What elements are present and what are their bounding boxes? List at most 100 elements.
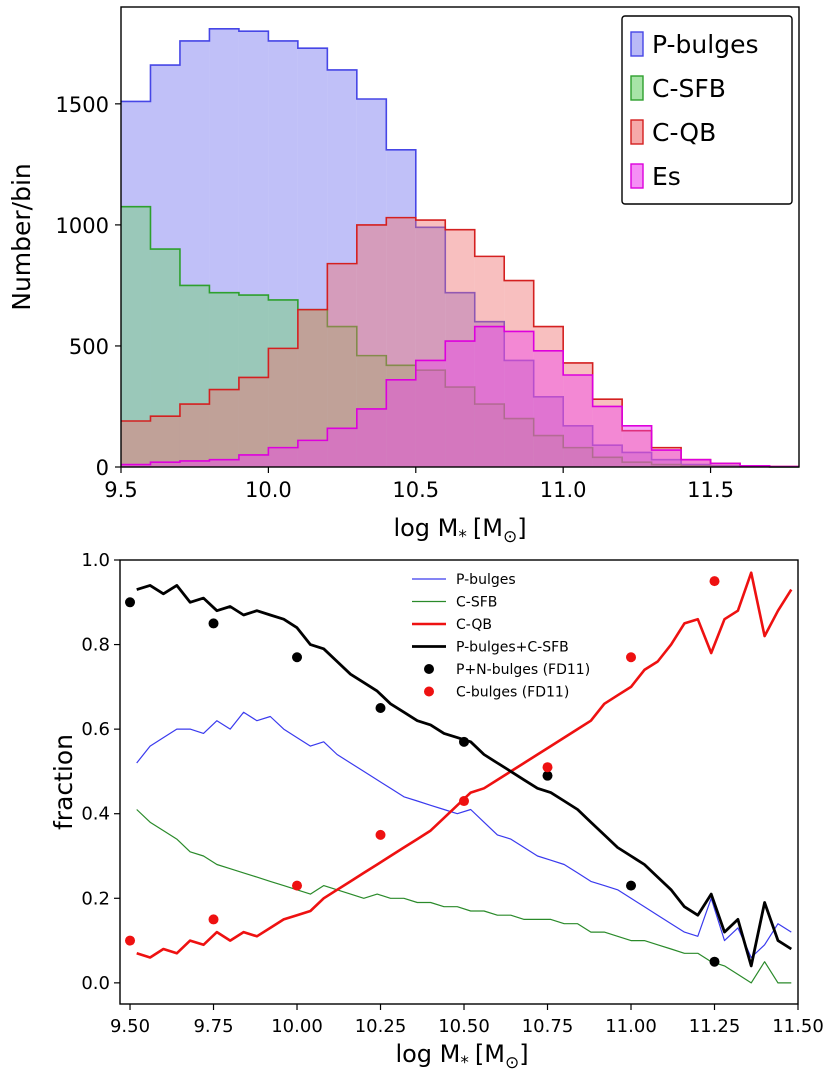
histogram-bar — [651, 450, 682, 467]
histogram-bar — [563, 375, 593, 467]
fraction-scatter-point — [542, 762, 553, 773]
histogram-bar — [592, 445, 623, 467]
histogram-bar — [504, 360, 534, 467]
fraction-scatter-point — [626, 880, 637, 891]
histogram-bar — [209, 28, 239, 467]
histogram-bar — [386, 217, 416, 467]
fraction-legend-item: P-bulges — [412, 572, 516, 588]
histogram-bar — [356, 99, 387, 467]
histogram-bar — [651, 459, 682, 467]
histogram-bar — [504, 331, 534, 467]
fraction-x-label-unit: [M — [475, 1040, 505, 1068]
histogram-bar — [622, 425, 652, 467]
fraction-x-tick-label: 10.50 — [438, 1016, 490, 1037]
histogram-bar — [415, 227, 446, 467]
histogram-legend-label: Es — [652, 162, 681, 191]
histogram-bar — [651, 447, 682, 467]
histogram-bar — [268, 447, 298, 467]
histogram-bar — [327, 326, 357, 467]
fraction-legend-label: P+N-bulges (FD11) — [456, 662, 590, 678]
histogram-bar — [356, 355, 387, 467]
histogram-bar — [268, 40, 298, 467]
histogram-bar — [356, 224, 387, 467]
histogram-bar — [710, 463, 741, 467]
histogram-bar — [150, 416, 180, 467]
histogram-bar — [386, 365, 416, 467]
histogram-bar — [563, 362, 593, 467]
histogram-bar — [179, 40, 210, 467]
fraction-scatter-point — [208, 618, 219, 629]
histogram-series-group — [121, 27, 799, 468]
histogram-bar — [445, 341, 475, 467]
histogram-bar — [474, 256, 505, 467]
histogram-y-tick-label: 500 — [69, 335, 109, 359]
histogram-y-tick-label: 0 — [96, 456, 109, 480]
fraction-x-tick-label: 11.00 — [605, 1016, 657, 1037]
fraction-y-ticks: 0.0 0.2 0.4 0.6 0.8 1.0 — [81, 550, 120, 994]
histogram-x-tick-label: 10.0 — [245, 478, 292, 502]
histogram-bar — [563, 425, 593, 467]
histogram-bar — [297, 48, 328, 467]
histogram-x-label-main: log M — [393, 514, 458, 542]
histogram-bar — [209, 459, 239, 467]
fraction-x-axis-label: log M* [M⊙] — [395, 1040, 528, 1073]
histogram-legend-swatch — [630, 75, 644, 101]
histogram-bar — [356, 408, 387, 467]
histogram-step-outline — [121, 27, 799, 468]
histogram-legend-label: P-bulges — [652, 30, 758, 59]
fraction-scatter-point — [459, 796, 470, 807]
histogram-legend-item: C-SFB — [630, 74, 726, 103]
fraction-scatter-point — [125, 935, 136, 946]
histogram-bar — [681, 459, 711, 467]
fraction-scatter-point — [709, 576, 720, 587]
histogram-bar — [238, 454, 269, 467]
histogram-bar — [238, 31, 269, 468]
fraction-y-tick-label: 1.0 — [81, 550, 110, 571]
fraction-x-tick-label: 9.75 — [193, 1016, 233, 1037]
fraction-x-tick-label: 10.25 — [355, 1016, 407, 1037]
histogram-bar — [622, 452, 652, 467]
histogram-series-p-bulges — [121, 27, 799, 468]
histogram-bar — [150, 65, 180, 468]
fraction-legend-label: P-bulges+C-SFB — [456, 640, 569, 656]
histogram-bar — [474, 404, 505, 467]
fraction-x-tick-label: 11.25 — [689, 1016, 741, 1037]
histogram-bar — [592, 399, 623, 467]
histogram-bar — [474, 321, 505, 467]
histogram-bar — [297, 440, 328, 467]
histogram-bar — [121, 206, 151, 467]
histogram-bar — [150, 462, 180, 467]
histogram-bar — [415, 220, 446, 467]
histogram-bar — [386, 149, 416, 467]
histogram-bar — [622, 462, 652, 467]
fraction-legend-label: P-bulges — [456, 572, 516, 588]
histogram-bar — [415, 370, 446, 467]
fraction-y-tick-label: 0.8 — [81, 635, 110, 656]
fraction-scatter-p-n-bulges-fd11- — [125, 597, 720, 967]
histogram-bar — [504, 418, 534, 467]
fraction-panel: 9.50 9.75 10.00 10.25 10.50 10.75 11.00 11.25 11… — [49, 550, 824, 1073]
fraction-scatter-point — [208, 914, 219, 925]
histogram-x-label-unit-close: ] — [517, 514, 526, 542]
histogram-bar — [622, 430, 652, 467]
histogram-legend-item: C-QB — [630, 118, 716, 147]
histogram-panel: 9.5 10.0 10.5 11.0 11.5 0 500 1000 1500 Number/… — [7, 6, 800, 547]
histogram-legend-box — [621, 15, 793, 205]
histogram-bar — [268, 299, 298, 467]
fraction-x-label-main: log M — [395, 1040, 460, 1068]
fraction-x-ticks: 9.50 9.75 10.00 10.25 10.50 10.75 11.00 11.25 11… — [110, 1004, 824, 1037]
fraction-scatter-point — [375, 703, 386, 713]
histogram-bar — [445, 229, 475, 467]
histogram-bar — [710, 463, 741, 467]
histogram-x-axis-label: log M* [M⊙] — [393, 514, 526, 547]
histogram-legend: P-bulges C-SFB C-QB Es — [621, 15, 793, 205]
histogram-step-outline — [121, 205, 799, 468]
fraction-legend-label: C-SFB — [456, 595, 497, 611]
histogram-bar — [563, 447, 593, 467]
histogram-x-tick-label: 11.0 — [540, 478, 587, 502]
histogram-legend-swatch — [630, 119, 644, 145]
histogram-legend-label: C-SFB — [652, 74, 726, 103]
histogram-bar — [533, 435, 564, 467]
fraction-y-tick-label: 0.4 — [81, 804, 110, 825]
fraction-legend-item: C-QB — [412, 617, 492, 633]
